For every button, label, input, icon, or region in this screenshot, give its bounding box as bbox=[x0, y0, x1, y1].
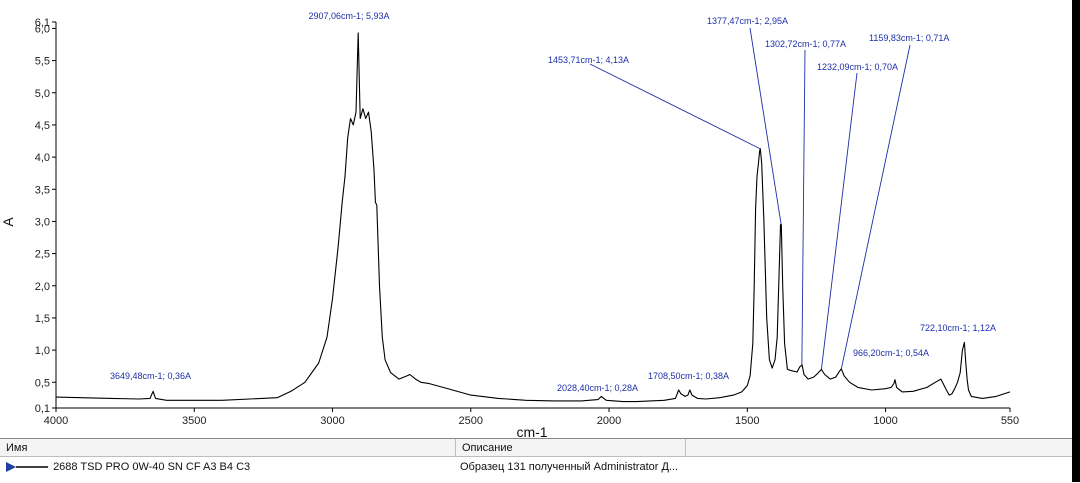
x-tick-label: 1500 bbox=[735, 415, 759, 427]
column-header-name[interactable]: Имя bbox=[0, 439, 456, 457]
row-spectrum-description: Образец 131 полученный Administrator Д..… bbox=[460, 461, 679, 473]
y-tick-label: 3,0 bbox=[35, 216, 50, 228]
peak-annotation-label: 2907,06cm-1; 5,93A bbox=[308, 11, 389, 21]
x-tick-label: 1000 bbox=[873, 415, 897, 427]
annotation-leader-line bbox=[801, 49, 806, 365]
column-header-description-label: Описание bbox=[462, 442, 513, 454]
peak-annotation-label: 722,10cm-1; 1,12A bbox=[920, 323, 996, 333]
peak-annotation-label: 1159,83cm-1; 0,71A bbox=[869, 33, 949, 43]
y-tick-label: 0,1 bbox=[35, 403, 50, 415]
spectrum-chart: 4000 3500 3000 2500 2000 1500 1000 550 6,16,0 5,5… bbox=[0, 11, 1019, 440]
peak-annotation-label: 1302,72cm-1; 0,77A bbox=[765, 39, 846, 49]
x-axis-label: cm-1 bbox=[516, 424, 547, 438]
peak-annotations: 2907,06cm-1; 5,93A 1453,71cm-1; 4,13A 1377… bbox=[110, 11, 996, 393]
x-tick-label: 2000 bbox=[597, 415, 621, 427]
chart-area: 4000 3500 3000 2500 2000 1500 1000 550 6,1 6,0 5,5… bbox=[0, 11, 1020, 440]
y-axis-label: A bbox=[0, 217, 16, 227]
peak-annotation-label: 2028,40cm-1; 0,28A bbox=[557, 383, 638, 393]
plot-series bbox=[55, 32, 1011, 403]
y-tick-label: 5,5 bbox=[35, 56, 50, 68]
y-tick-label: 6,0 bbox=[35, 23, 50, 35]
y-tick-label: 3,5 bbox=[35, 184, 50, 196]
x-tick-label: 550 bbox=[1001, 415, 1019, 427]
annotation-leader-line bbox=[749, 27, 782, 225]
y-tick-label: 4,0 bbox=[35, 152, 50, 164]
column-header-name-label: Имя bbox=[6, 442, 28, 454]
y-tick-label: 6,1 bbox=[35, 17, 50, 29]
row-spectrum-name: 2688 TSD PRO 0W-40 SN CF A3 B4 C3 bbox=[53, 461, 251, 473]
x-tick-label: 2500 bbox=[459, 415, 483, 427]
table-row-description-cell[interactable]: Образец 131 полученный Administrator Д..… bbox=[456, 458, 686, 476]
annotation-leader-line bbox=[840, 44, 911, 369]
table-row[interactable]: 2688 TSD PRO 0W-40 SN CF A3 B4 C3 bbox=[0, 458, 456, 476]
x-tick-label: 3500 bbox=[182, 415, 206, 427]
y-tick-label: 1,0 bbox=[35, 345, 50, 357]
axes bbox=[52, 21, 1011, 412]
spectra-table: Имя Описание 2688 TSD PRO 0W-40 SN CF A3… bbox=[0, 438, 1080, 483]
y-tick-label: 1,5 bbox=[35, 313, 50, 325]
column-header-empty bbox=[686, 439, 1080, 457]
peak-annotation-label: 966,20cm-1; 0,54A bbox=[853, 348, 929, 358]
peak-annotation-label: 3649,48cm-1; 0,36A bbox=[110, 371, 191, 381]
peak-annotation-label: 1708,50cm-1; 0,38A bbox=[648, 371, 729, 381]
y-tick-label: 4,5 bbox=[35, 120, 50, 132]
window-edge bbox=[1072, 0, 1080, 482]
peak-annotation-label: 1453,71cm-1; 4,13A bbox=[548, 55, 629, 65]
column-header-description[interactable]: Описание bbox=[456, 439, 686, 457]
x-tick-label: 4000 bbox=[44, 415, 68, 427]
peak-annotation-label: 1232,09cm-1; 0,70A bbox=[817, 62, 898, 72]
row-selector-arrow-icon bbox=[6, 462, 48, 473]
annotation-leader-line bbox=[589, 63, 761, 150]
y-tick-label: 5,0 bbox=[35, 88, 50, 100]
x-tick-label: 3000 bbox=[320, 415, 344, 427]
y-tick-label: 0,5 bbox=[35, 377, 50, 389]
annotation-leader-line bbox=[820, 72, 858, 370]
spectrum-line bbox=[55, 32, 1011, 403]
tick-labels: 4000 3500 3000 2500 2000 1500 1000 550 6,16,0 5,5… bbox=[35, 17, 1019, 427]
peak-annotation-label: 1377,47cm-1; 2,95A bbox=[707, 16, 788, 26]
y-tick-label: 2,5 bbox=[35, 249, 50, 261]
y-tick-label: 2,0 bbox=[35, 281, 50, 293]
